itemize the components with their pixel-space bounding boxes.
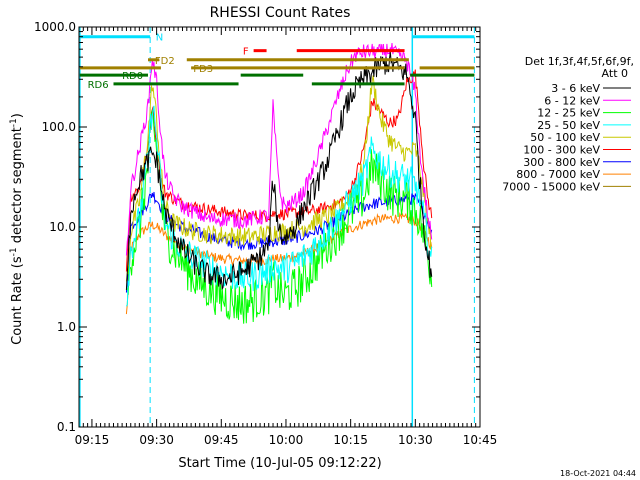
plot-area: N F FD2 FD3 RD0 RD6 09:15 09:30 09:45 10:00 10:15… <box>34 20 497 447</box>
x-tick-label: 09:45 <box>204 433 239 447</box>
legend-label: 300 - 800 keV <box>523 156 600 169</box>
x-tick-label: 10:00 <box>269 433 304 447</box>
y-label-sup1: -1 <box>9 247 19 256</box>
legend-label: 50 - 100 keV <box>530 131 600 144</box>
chart-title: RHESSI Count Rates <box>210 5 351 21</box>
y-label-mid: detector segment <box>10 127 25 247</box>
y-label-end: ) <box>10 113 25 118</box>
footer-timestamp: 18-Oct-2021 04:44 <box>560 469 636 478</box>
legend-label: 3 - 6 keV <box>551 82 600 95</box>
flag-bar-label: F <box>243 47 249 58</box>
x-tick-label: 10:45 <box>463 433 498 447</box>
x-axis-ticks: 09:15 09:30 09:45 10:00 10:15 10:30 10:45 <box>75 27 498 447</box>
legend-label: 6 - 12 keV <box>544 94 600 107</box>
series-line <box>125 105 433 307</box>
y-tick-label: 100.0 <box>42 120 76 134</box>
x-tick-label: 10:15 <box>333 433 368 447</box>
y-tick-label: 1000.0 <box>34 20 76 34</box>
legend-title-1: Det 1f,3f,4f,5f,6f,9f, <box>525 55 634 68</box>
y-tick-label: 0.1 <box>57 420 76 434</box>
series-lines <box>125 43 433 324</box>
flag-bars: N F FD2 FD3 RD0 RD6 <box>79 33 475 91</box>
legend-label: 100 - 300 keV <box>523 144 600 157</box>
flag-bar-label: RD6 <box>88 80 109 91</box>
series-line <box>125 43 433 256</box>
y-tick-label: 1.0 <box>57 320 76 334</box>
legend-label: 7000 - 15000 keV <box>502 180 600 193</box>
y-tick-label: 10.0 <box>49 220 76 234</box>
flag-bar-label: RD0 <box>122 71 143 82</box>
x-axis-label: Start Time (10-Jul-05 09:12:22) <box>178 456 381 471</box>
series-line <box>125 75 432 282</box>
y-label-main: Count Rate (s <box>10 256 25 345</box>
y-axis-ticks: 0.1 1.0 10.0 100.0 1000.0 <box>34 20 480 434</box>
legend-label: 800 - 7000 keV <box>516 168 600 181</box>
x-tick-label: 09:15 <box>75 433 110 447</box>
legend-label: 25 - 50 keV <box>537 119 600 132</box>
legend-label: 12 - 25 keV <box>537 107 600 120</box>
legend-title-2: Att 0 <box>602 67 628 80</box>
flag-bar-label: FD2 <box>155 56 175 67</box>
flag-bar-label: N <box>156 33 163 44</box>
flag-bar-label: FD3 <box>193 64 213 75</box>
series-line <box>125 51 433 291</box>
x-tick-label: 10:30 <box>398 433 433 447</box>
y-axis-label: Count Rate (s-1 detector segment-1) <box>9 113 25 345</box>
y-label-sup2: -1 <box>9 118 19 127</box>
x-tick-label: 09:30 <box>139 433 174 447</box>
legend: Det 1f,3f,4f,5f,6f,9f, Att 0 3 - 6 keV6 … <box>502 55 634 193</box>
